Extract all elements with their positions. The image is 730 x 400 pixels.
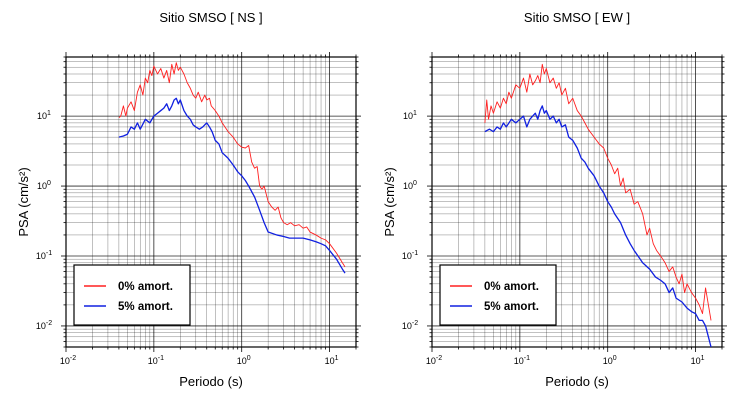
y-tick-label: 101 [37, 110, 51, 121]
ticks [61, 52, 361, 352]
legend-box [73, 264, 191, 326]
series-line-amort-5 [484, 105, 712, 348]
grid [65, 56, 357, 348]
chart-panel-ns: Sitio SMSO [ NS ] 10-2 10-1 100 101 10-2 10-1 1… [16, 10, 361, 389]
y-tick-label: 10-2 [36, 320, 52, 331]
legend-box [439, 264, 557, 326]
chart-panel-ew: Sitio SMSO [ EW ] 10-2 10-1 100 101 10-2 10-1 1… [382, 10, 727, 389]
ticks [427, 52, 727, 352]
legend-label: 0% amort. [118, 281, 173, 293]
x-tick-label: 100 [237, 355, 251, 366]
x-axis-label: Periodo (s) [545, 374, 609, 389]
series-line-amort-0 [118, 62, 346, 268]
y-axis-label: PSA (cm/s²) [382, 167, 397, 236]
grid [431, 56, 723, 348]
y-tick-label: 101 [403, 110, 417, 121]
y-tick-label: 100 [37, 180, 51, 191]
chart-title: Sitio SMSO [ EW ] [524, 10, 630, 25]
legend-label: 5% amort. [484, 301, 539, 313]
series-line-amort-0 [484, 63, 712, 321]
x-tick-label: 10-1 [148, 355, 164, 366]
x-tick-label: 101 [691, 355, 705, 366]
y-tick-label: 100 [403, 180, 417, 191]
legend-label: 5% amort. [118, 301, 173, 313]
y-tick-label: 10-2 [402, 320, 418, 331]
x-tick-label: 100 [603, 355, 617, 366]
x-tick-label: 101 [325, 355, 339, 366]
legend-label: 0% amort. [484, 281, 539, 293]
x-tick-label: 10-2 [426, 355, 442, 366]
x-axis-label: Periodo (s) [179, 374, 243, 389]
y-tick-label: 10-1 [36, 250, 52, 261]
series-line-amort-5 [118, 97, 346, 274]
plot-frame [431, 56, 723, 348]
y-tick-label: 10-1 [402, 250, 418, 261]
x-tick-label: 10-1 [514, 355, 530, 366]
chart-title: Sitio SMSO [ NS ] [159, 10, 262, 25]
plot-frame [65, 56, 357, 348]
x-tick-label: 10-2 [60, 355, 76, 366]
legend: 0% amort. 5% amort. [439, 264, 557, 326]
y-axis-label: PSA (cm/s²) [16, 167, 31, 236]
legend: 0% amort. 5% amort. [73, 264, 191, 326]
